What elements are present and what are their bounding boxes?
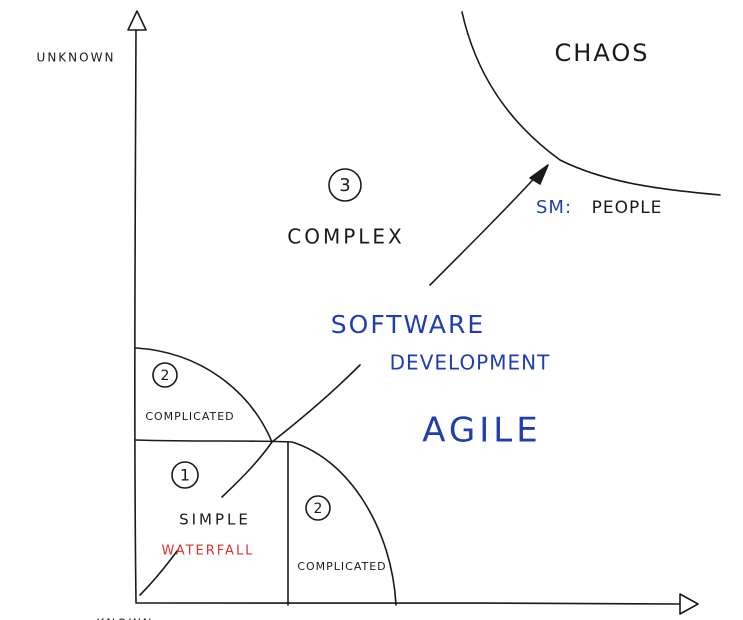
- evolution-arrow: [139, 549, 179, 596]
- x-axis: [135, 602, 681, 605]
- y-axis: [134, 29, 137, 603]
- region-label: SIMPLE: [179, 511, 251, 529]
- region-number: 2: [161, 368, 170, 384]
- axis-label: UNKNOWN: [37, 51, 116, 65]
- region-label: COMPLICATED: [297, 560, 386, 573]
- region-number-circle: [152, 362, 178, 388]
- annotation: SOFTWARE: [331, 310, 485, 339]
- region-label: COMPLEX: [287, 225, 405, 249]
- region-number-circle: [328, 168, 362, 202]
- annotation: SM:: [536, 197, 572, 218]
- region-number: 2: [314, 501, 323, 517]
- method-label: WATERFALL: [162, 544, 255, 559]
- simple-boundary: [135, 439, 397, 606]
- region-number: 3: [339, 175, 350, 196]
- evolution-arrow: [221, 364, 361, 498]
- evolution-arrow: [429, 171, 541, 286]
- region-label: CHAOS: [555, 39, 650, 67]
- region-number: 1: [180, 466, 190, 485]
- region-number-circle: [171, 461, 199, 489]
- region-number-circle: [305, 495, 331, 521]
- annotation: DEVELOPMENT: [390, 351, 551, 375]
- evolution-arrowhead: [529, 164, 549, 185]
- axis-label: KNOWN: [96, 617, 153, 620]
- annotation: AGILE: [422, 411, 541, 451]
- annotation: PEOPLE: [592, 198, 663, 218]
- complicated-top-boundary: [135, 347, 273, 443]
- y-axis-arrow: [127, 10, 147, 31]
- x-axis-arrow: [679, 593, 699, 615]
- region-label: COMPLICATED: [145, 410, 234, 423]
- chaos-boundary: [461, 11, 721, 196]
